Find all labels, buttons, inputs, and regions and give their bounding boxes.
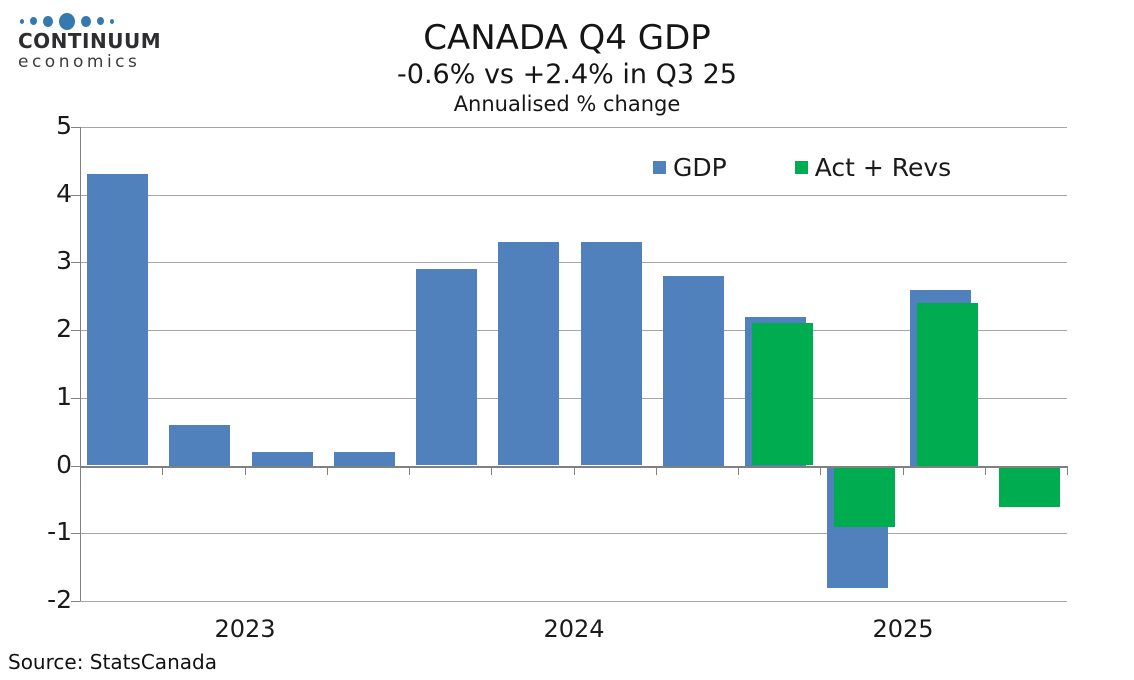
y-axis-tick [71, 330, 80, 331]
bar-gdp-2024-Q4 [663, 276, 724, 466]
x-axis-tick [491, 466, 492, 475]
x-axis-tick [656, 466, 657, 475]
source-note: Source: StatsCanada [8, 650, 217, 674]
bar-act-revs-2025-Q3 [917, 303, 978, 466]
x-axis-year-label-2024: 2024 [543, 615, 605, 643]
legend-item-gdp: GDP [653, 153, 727, 182]
bar-gdp-2024-Q1 [416, 269, 477, 465]
y-axis-tick [71, 398, 80, 399]
bar-act-revs-2025-Q2 [834, 466, 895, 527]
x-axis-tick [574, 466, 575, 475]
y-axis-tick [71, 262, 80, 263]
y-tick-label--1: -1 [47, 517, 72, 546]
x-axis-tick [985, 466, 986, 475]
y-tick-label-1: 1 [56, 382, 72, 411]
bar-gdp-2023-Q2 [169, 425, 230, 466]
x-axis-year-label-2023: 2023 [214, 615, 276, 643]
x-axis-tick [738, 466, 739, 475]
x-axis-tick [409, 466, 410, 475]
gridline-y-3 [80, 262, 1067, 263]
x-axis-tick [1067, 466, 1068, 475]
bar-gdp-2023-Q4 [334, 452, 395, 466]
gridline-y-2 [80, 330, 1067, 331]
y-tick-label-2: 2 [56, 314, 72, 343]
continuum-economics-logo: CONTINUUM economics [18, 12, 162, 72]
y-tick-label-0: 0 [56, 450, 72, 479]
x-axis-tick [903, 466, 904, 475]
gridline-y-5 [80, 127, 1067, 128]
logo-dots-icon [20, 12, 148, 30]
y-axis-tick [71, 127, 80, 128]
logo-sub-text: economics [18, 52, 141, 72]
x-axis-tick [245, 466, 246, 475]
logo-brand-text: CONTINUUM [18, 29, 162, 53]
y-tick-label-3: 3 [56, 246, 72, 275]
x-axis-tick [327, 466, 328, 475]
bar-act-revs-2025-Q1 [752, 323, 813, 465]
bar-gdp-2023-Q1 [87, 174, 148, 465]
plot-area: 5 4 3 2 1 0 -1 -2 2023 2024 2025 [47, 112, 1068, 643]
gridline-y--1 [80, 533, 1067, 534]
legend-item-act-revs: Act + Revs [794, 153, 952, 182]
gridline-y--2 [80, 601, 1067, 602]
chart-header: CANADA Q4 GDP -0.6% vs +2.4% in Q3 25 An… [217, 18, 917, 117]
y-axis-tick [71, 533, 80, 534]
y-axis-line [80, 127, 81, 601]
y-axis-tick [71, 601, 80, 602]
x-axis-tick [162, 466, 163, 475]
gridline-y-1 [80, 398, 1067, 399]
chart-units-note: Annualised % change [453, 92, 681, 116]
bar-gdp-2024-Q3 [581, 242, 642, 465]
legend: GDP Act + Revs [653, 153, 951, 182]
y-tick-label-5: 5 [56, 111, 72, 140]
act-revs-series-swatch-icon [794, 161, 808, 174]
bar-act-revs-2025-Q4 [999, 466, 1060, 507]
x-axis-line [80, 466, 1067, 468]
x-axis-year-label-2025: 2025 [872, 615, 934, 643]
legend-label-act-revs: Act + Revs [814, 153, 952, 182]
gdp-series-swatch-icon [653, 161, 666, 174]
chart-title: CANADA Q4 GDP [423, 18, 711, 58]
bar-gdp-2024-Q2 [498, 242, 559, 465]
y-axis-tick [71, 466, 80, 467]
y-axis-tick [71, 195, 80, 196]
y-tick-label--2: -2 [47, 585, 72, 614]
legend-label-gdp: GDP [673, 153, 727, 182]
chart-subtitle: -0.6% vs +2.4% in Q3 25 [397, 59, 737, 90]
x-axis-tick [820, 466, 821, 475]
bar-gdp-2023-Q3 [252, 452, 313, 466]
gridline-y-4 [80, 195, 1067, 196]
y-tick-label-4: 4 [56, 179, 72, 208]
